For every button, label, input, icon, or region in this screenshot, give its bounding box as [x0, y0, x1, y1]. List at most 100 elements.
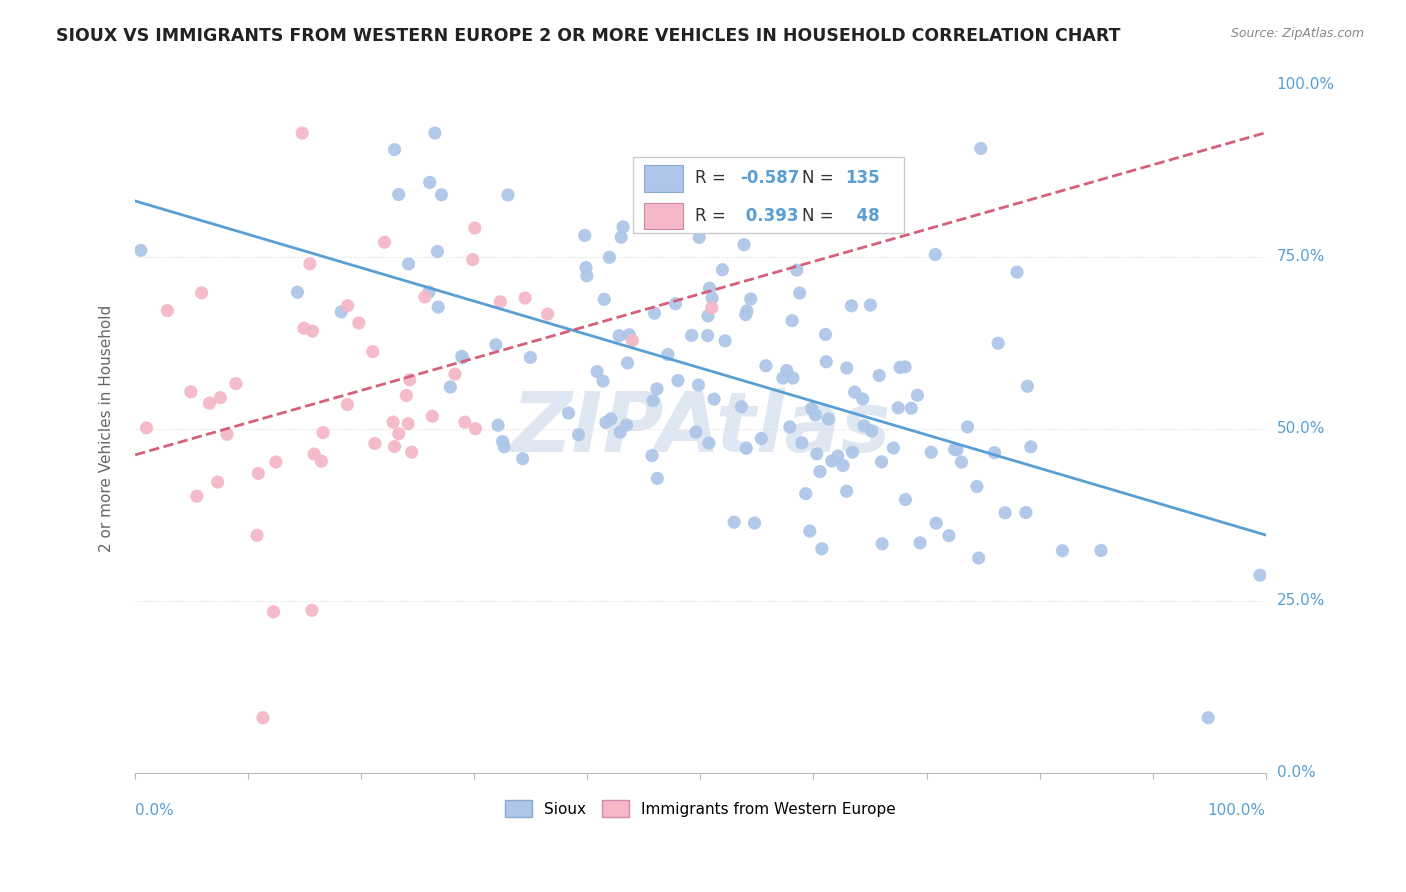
Text: 0.393: 0.393 — [740, 207, 799, 225]
Point — [599, 412, 621, 426]
Point — [924, 247, 946, 261]
Point — [607, 328, 630, 343]
Point — [835, 484, 858, 499]
Point — [426, 244, 449, 259]
Point — [1197, 711, 1219, 725]
Point — [593, 293, 616, 307]
Point — [186, 489, 208, 503]
Point — [347, 316, 370, 330]
Point — [699, 281, 721, 295]
Point — [859, 298, 882, 312]
Point — [461, 252, 484, 267]
Point — [643, 306, 665, 320]
Point — [789, 286, 811, 301]
Point — [609, 425, 631, 439]
Point — [734, 308, 756, 322]
Point — [612, 219, 634, 234]
Point — [301, 324, 323, 338]
Point — [464, 221, 486, 235]
Text: -0.587: -0.587 — [740, 169, 800, 186]
Point — [994, 506, 1017, 520]
Point — [666, 374, 689, 388]
Point — [685, 425, 707, 439]
Text: R =: R = — [695, 207, 731, 225]
Point — [870, 537, 893, 551]
Point — [398, 373, 420, 387]
Point — [821, 454, 844, 468]
Point — [621, 334, 644, 348]
Point — [647, 471, 669, 485]
Point — [263, 605, 285, 619]
Point — [519, 351, 541, 365]
Point — [423, 126, 446, 140]
FancyBboxPatch shape — [644, 165, 683, 192]
Point — [557, 406, 579, 420]
Point — [491, 434, 513, 449]
Text: 0.0%: 0.0% — [135, 804, 174, 818]
Point — [804, 408, 827, 422]
Point — [454, 415, 477, 429]
Point — [361, 344, 384, 359]
Point — [702, 291, 724, 305]
Point — [496, 188, 519, 202]
Point — [252, 711, 274, 725]
Point — [180, 384, 202, 399]
Point — [246, 528, 269, 542]
Point — [799, 524, 821, 538]
Point — [1015, 506, 1038, 520]
Point — [740, 292, 762, 306]
Point — [1005, 265, 1028, 279]
Point — [515, 291, 537, 305]
Point — [697, 436, 720, 450]
Point — [198, 396, 221, 410]
Point — [870, 455, 893, 469]
Point — [444, 367, 467, 381]
Point — [696, 328, 718, 343]
Point — [723, 515, 745, 529]
Point — [711, 262, 734, 277]
Point — [907, 388, 929, 402]
Point — [782, 371, 804, 385]
Point — [336, 397, 359, 411]
Point — [536, 307, 558, 321]
Point — [610, 230, 633, 244]
Point — [287, 285, 309, 300]
Point — [946, 442, 969, 457]
Point — [1249, 568, 1271, 582]
Point — [225, 376, 247, 391]
Point — [841, 445, 863, 459]
Point — [938, 528, 960, 542]
Point — [156, 303, 179, 318]
Point — [486, 418, 509, 433]
Point — [808, 465, 831, 479]
Point — [418, 285, 440, 299]
Point — [302, 447, 325, 461]
Point — [811, 541, 834, 556]
Point — [575, 268, 598, 283]
Text: R =: R = — [695, 169, 731, 186]
Point — [374, 235, 396, 250]
Point — [730, 400, 752, 414]
Point — [419, 176, 441, 190]
Point — [388, 187, 411, 202]
Text: 0.0%: 0.0% — [1277, 765, 1316, 780]
Point — [388, 426, 411, 441]
Point — [700, 301, 723, 315]
Point — [427, 300, 450, 314]
Point — [887, 401, 910, 415]
Text: N =: N = — [803, 207, 839, 225]
Point — [688, 378, 710, 392]
Text: 75.0%: 75.0% — [1277, 250, 1324, 264]
Point — [1090, 543, 1112, 558]
Point — [215, 427, 238, 442]
FancyBboxPatch shape — [644, 203, 683, 229]
Text: 50.0%: 50.0% — [1277, 421, 1324, 436]
Point — [894, 492, 917, 507]
Point — [794, 486, 817, 500]
Point — [751, 432, 773, 446]
Point — [925, 516, 948, 531]
Point — [950, 455, 973, 469]
Point — [512, 451, 534, 466]
Point — [827, 449, 849, 463]
Point — [598, 250, 620, 264]
